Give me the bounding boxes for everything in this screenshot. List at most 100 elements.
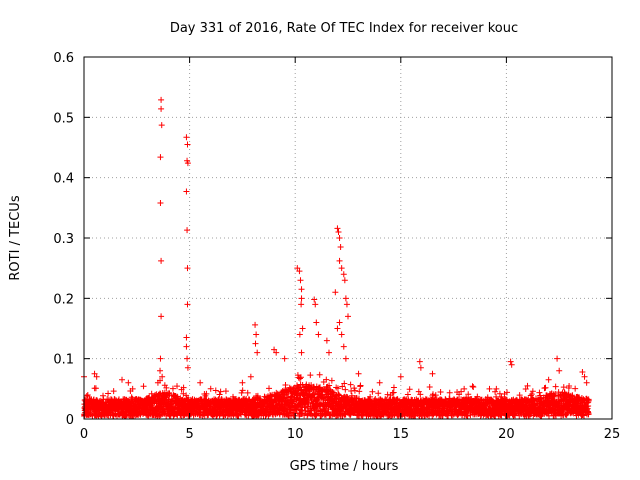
data-point [334, 385, 341, 392]
data-point [254, 349, 261, 356]
data-point [307, 372, 314, 379]
data-point [183, 343, 190, 350]
data-point [148, 390, 155, 397]
data-point [339, 383, 346, 390]
data-point [335, 228, 342, 235]
data-point [257, 396, 264, 403]
data-point [299, 408, 306, 415]
data-points [81, 96, 592, 419]
data-point [332, 289, 339, 296]
data-point [336, 392, 343, 399]
data-point [486, 385, 493, 392]
data-point [157, 355, 164, 362]
data-point [337, 244, 344, 251]
data-point [355, 370, 362, 377]
data-point [343, 301, 350, 308]
data-point [583, 379, 590, 386]
data-point [244, 389, 251, 396]
data-point [184, 265, 191, 272]
data-point [105, 390, 112, 397]
data-point [197, 379, 204, 386]
data-point [554, 355, 561, 362]
data-point [184, 141, 191, 148]
data-point [545, 376, 552, 383]
data-point [158, 105, 165, 112]
data-point [84, 391, 91, 398]
data-point [341, 277, 348, 284]
data-point [158, 122, 165, 129]
data-point [119, 376, 126, 383]
data-point [266, 385, 273, 392]
data-point [336, 257, 343, 264]
data-point [296, 375, 303, 382]
data-point [461, 385, 468, 392]
data-point [161, 382, 168, 389]
data-point [166, 390, 173, 397]
y-axis-label: ROTI / TECUs [8, 195, 23, 280]
data-point [247, 373, 254, 380]
data-point [325, 349, 332, 356]
x-tick-label: 20 [498, 427, 515, 442]
data-point [315, 331, 322, 338]
data-point [158, 313, 165, 320]
data-point [298, 301, 305, 308]
data-point [351, 385, 358, 392]
x-tick-label: 0 [80, 427, 88, 442]
data-point [298, 286, 305, 293]
data-point [470, 384, 477, 391]
data-point [270, 399, 277, 406]
data-point [560, 384, 567, 391]
data-point [180, 384, 187, 391]
data-point [469, 383, 476, 390]
data-point [298, 349, 305, 356]
data-point [173, 393, 180, 400]
x-tick-label: 15 [393, 427, 410, 442]
data-point [355, 395, 362, 402]
data-point [207, 385, 214, 392]
data-point [417, 391, 424, 398]
data-point [254, 392, 261, 399]
data-point [252, 321, 259, 328]
data-point [341, 380, 348, 387]
data-point [157, 367, 164, 374]
data-point [351, 387, 358, 394]
data-point [288, 393, 295, 400]
data-point [163, 384, 170, 391]
data-point [238, 389, 245, 396]
data-point [572, 385, 579, 392]
data-point [217, 388, 224, 395]
x-tick-label: 5 [185, 427, 193, 442]
data-point [281, 355, 288, 362]
data-point [313, 319, 320, 326]
data-point [508, 361, 515, 368]
data-point [203, 390, 210, 397]
data-point [92, 385, 99, 392]
data-point [536, 389, 543, 396]
axis-ticks: 0 5 10 15 20 25 0 0.1 0.2 0.3 0.4 0.5 0.6 [53, 51, 620, 442]
grid-lines [84, 57, 612, 419]
data-point [184, 301, 191, 308]
data-point [367, 393, 374, 400]
data-point [347, 381, 354, 388]
data-point [184, 227, 191, 234]
data-point [429, 370, 436, 377]
data-point [415, 388, 422, 395]
data-point [397, 373, 404, 380]
data-point [312, 301, 319, 308]
data-point [252, 340, 259, 347]
data-point [556, 367, 563, 374]
data-point [345, 313, 351, 320]
data-point [157, 200, 164, 207]
data-point [340, 343, 347, 350]
data-point [282, 382, 289, 389]
y-tick-label: 0 [66, 413, 74, 428]
data-point [297, 374, 304, 381]
data-point [110, 388, 117, 395]
data-point [239, 379, 246, 386]
data-point [184, 355, 191, 362]
data-point [542, 384, 549, 391]
data-point [357, 382, 364, 389]
data-point [437, 388, 444, 395]
data-point [183, 188, 190, 195]
data-point [507, 358, 514, 365]
